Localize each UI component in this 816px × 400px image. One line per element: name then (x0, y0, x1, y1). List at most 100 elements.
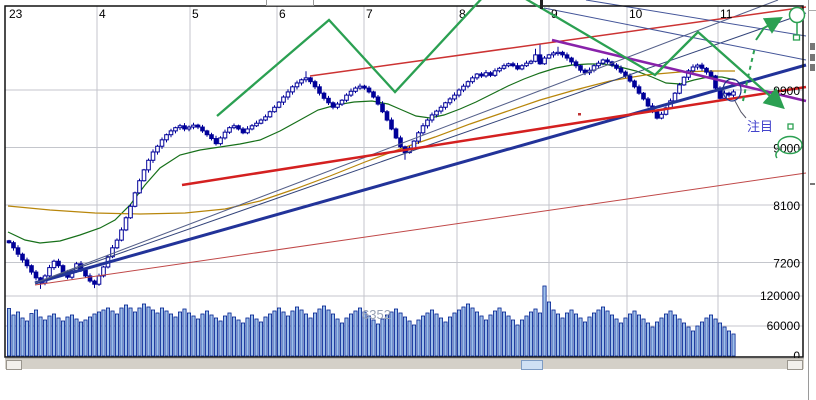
volume-bar (709, 314, 714, 357)
volume-bar (362, 311, 367, 357)
candle-body (411, 140, 417, 149)
candle-body (429, 114, 435, 121)
volume-bar (366, 315, 371, 357)
volume-bar (425, 312, 430, 357)
clipped-text-fragment (810, 43, 815, 50)
volume-bar (317, 308, 322, 357)
volume-bar (267, 313, 272, 357)
candle-body (141, 169, 147, 182)
volume-bar (452, 312, 457, 357)
candle-body (272, 106, 277, 113)
volume-bar (276, 307, 281, 357)
candle-body (335, 103, 340, 108)
candle-body (524, 62, 529, 67)
candle-body (375, 96, 381, 105)
volume-bar (65, 316, 70, 357)
volume-bar (321, 305, 326, 357)
volume-bar (285, 315, 290, 357)
volume-bar (497, 307, 502, 357)
volume-bar (353, 310, 358, 357)
volume-bar (110, 310, 115, 357)
clipped-text-fragment (810, 54, 815, 61)
candle-body (281, 96, 286, 103)
candle-body (146, 159, 151, 171)
volume-bar (605, 310, 610, 357)
volume-bar (551, 309, 556, 357)
candle-body (353, 87, 358, 92)
candle-body (339, 99, 345, 105)
volume-bar (533, 308, 538, 357)
candle-body (690, 66, 696, 72)
volume-bar (601, 306, 606, 357)
volume-bar (213, 317, 218, 357)
wave-sketch-line (216, 0, 785, 117)
small-square-icon (787, 123, 794, 130)
candle-body (92, 280, 97, 285)
candle-body (708, 71, 714, 77)
volume-bar (182, 308, 187, 357)
volume-bar (655, 321, 660, 357)
candle-body (425, 119, 430, 127)
volume-bar (538, 312, 543, 357)
candle-body (654, 111, 660, 119)
volume-bar (623, 317, 628, 357)
scrollbar-left-button[interactable] (6, 360, 22, 370)
volume-bar (357, 307, 362, 357)
volume-bar (691, 330, 696, 357)
candle-body (96, 275, 102, 285)
candle-body (573, 61, 579, 67)
attention-label: 注目 (747, 119, 773, 134)
volume-bar (677, 318, 682, 357)
trend-line (181, 85, 807, 187)
volume-bar (637, 314, 642, 357)
volume-bar (164, 310, 169, 357)
candle-body (101, 266, 106, 277)
month-label: 11 (720, 7, 733, 21)
volume-bar (565, 312, 570, 357)
month-label: 10 (629, 7, 643, 21)
candle-body (438, 106, 444, 112)
volume-bar (506, 315, 511, 357)
volume-bar (592, 312, 597, 357)
candle-body (443, 102, 448, 108)
candle-body (231, 125, 237, 129)
candle-body (596, 62, 601, 67)
candle-body (497, 67, 502, 72)
volume-bar (664, 313, 669, 357)
candle-body (636, 86, 642, 94)
horizontal-scrollbar[interactable] (5, 358, 804, 370)
volume-bar (547, 301, 552, 357)
volume-bar (695, 325, 700, 357)
candle-body (506, 63, 511, 67)
trend-line (34, 172, 807, 286)
volume-bar (34, 309, 39, 357)
candle-body (528, 60, 534, 64)
volume-bar (704, 317, 709, 357)
candle-body (501, 65, 507, 69)
volume-bar (24, 320, 29, 357)
scrollbar-thumb[interactable] (521, 360, 543, 370)
candle-body (177, 125, 183, 129)
candle-body (236, 125, 241, 130)
candle-body (159, 139, 165, 147)
top-window-fragment (266, 0, 314, 6)
volume-bar (479, 315, 484, 357)
volume-bar (83, 319, 88, 357)
volume-bar (124, 304, 129, 357)
candle-body (420, 125, 426, 134)
target-loop-tail (775, 149, 780, 159)
candle-body (731, 91, 736, 96)
volume-bar (52, 313, 57, 357)
callout-line (734, 100, 747, 119)
candle-body (186, 126, 192, 130)
volume-bar (348, 313, 353, 357)
volume-bar (474, 311, 479, 357)
candle-body (627, 75, 633, 82)
dashed-up-sketch (742, 46, 756, 102)
scrollbar-right-button[interactable] (787, 360, 803, 370)
trend-line (34, 0, 779, 284)
volume-bar (61, 320, 66, 357)
volume-bar (204, 310, 209, 357)
moving-averages (7, 63, 736, 244)
